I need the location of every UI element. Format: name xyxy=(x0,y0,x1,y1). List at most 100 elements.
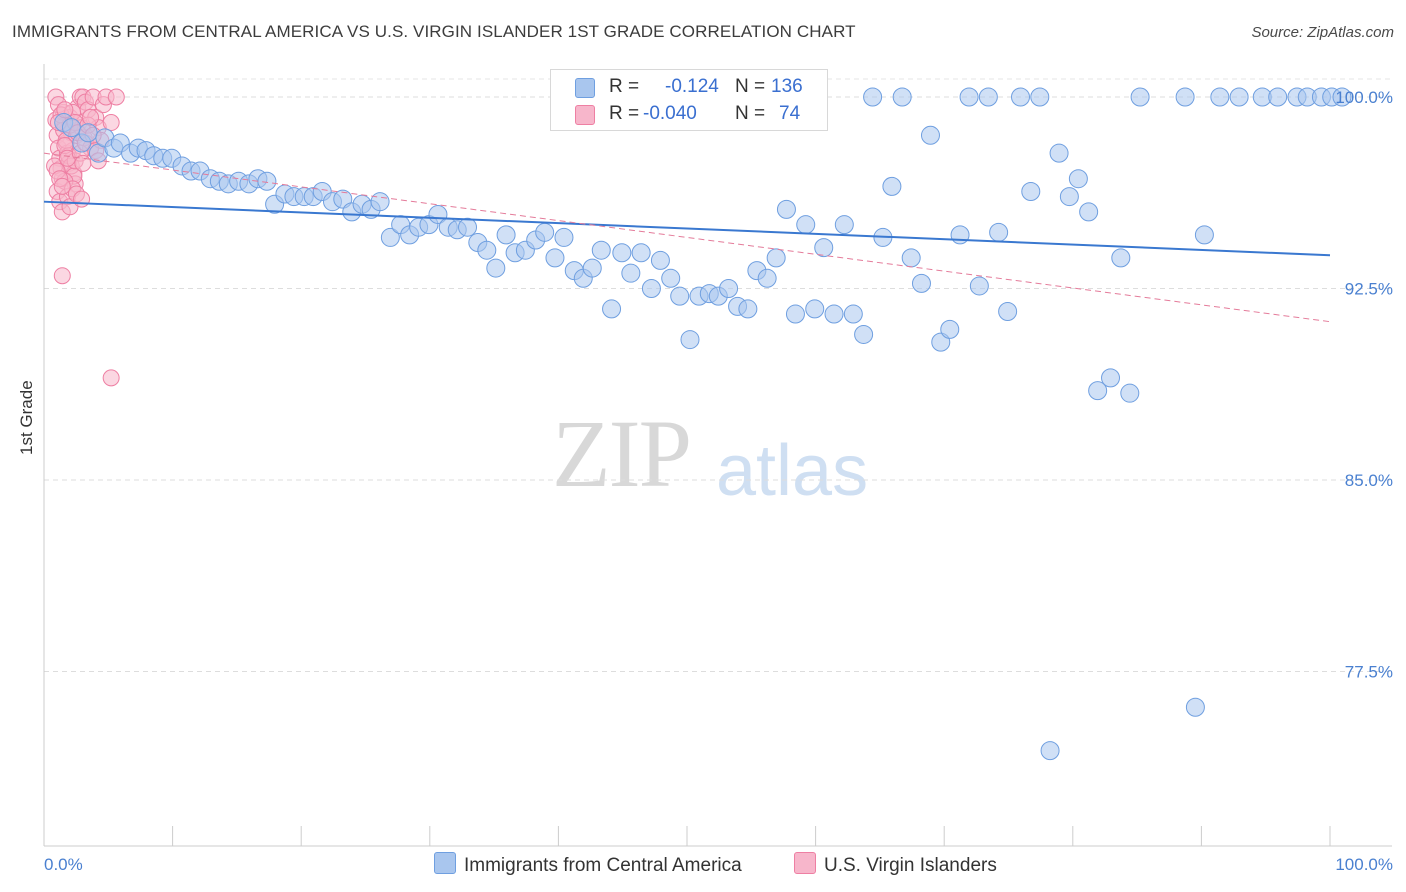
blue-point xyxy=(911,273,931,293)
blue-point xyxy=(901,248,921,268)
blue-point xyxy=(1049,143,1069,163)
bottom-legend-label-pink: U.S. Virgin Islanders xyxy=(824,855,997,876)
blue-point xyxy=(776,199,796,219)
blue-point xyxy=(370,192,390,212)
blue-point xyxy=(458,217,478,237)
watermark-zip: ZIP xyxy=(552,400,692,507)
chart-title: IMMIGRANTS FROM CENTRAL AMERICA VS U.S. … xyxy=(12,22,856,41)
blue-point xyxy=(1130,87,1150,107)
blue-point xyxy=(1011,87,1030,107)
blue-point xyxy=(796,215,816,235)
blue-point xyxy=(554,227,574,247)
y-tick-label: 77.5% xyxy=(1345,663,1393,682)
blue-point xyxy=(496,225,516,245)
pink-point xyxy=(102,114,120,132)
y-tick-label: 85.0% xyxy=(1345,471,1393,490)
blue-point xyxy=(882,176,902,196)
blue-point xyxy=(1059,187,1079,207)
legend-n-label: N = xyxy=(735,103,766,124)
legend-swatch-pink xyxy=(575,105,595,125)
bottom-legend-swatch-pink xyxy=(794,852,816,874)
blue-point xyxy=(978,87,998,107)
blue-point xyxy=(486,258,506,278)
blue-point xyxy=(1040,741,1060,761)
legend-r-value: -0.124 xyxy=(665,76,719,97)
blue-point xyxy=(1268,87,1288,107)
legend-r-label: R = xyxy=(609,103,640,124)
blue-point xyxy=(1101,368,1121,388)
blue-point xyxy=(738,299,758,319)
trend-line-blue xyxy=(43,200,1331,257)
blue-point xyxy=(670,286,690,306)
trend-lines xyxy=(43,152,1331,323)
series-blue-points xyxy=(54,87,1352,761)
blue-point xyxy=(680,330,700,350)
pink-point xyxy=(102,369,120,387)
blue-point xyxy=(950,225,970,245)
blue-point xyxy=(1111,248,1131,268)
legend-row-blue: R = -0.124 N = 136 xyxy=(551,74,827,100)
bottom-legend-label-blue: Immigrants from Central America xyxy=(464,855,742,876)
pink-point xyxy=(73,190,91,208)
blue-point xyxy=(1332,87,1352,107)
pink-point xyxy=(53,267,71,285)
grid-lines xyxy=(44,78,1392,672)
blue-point xyxy=(591,240,611,260)
blue-point xyxy=(602,299,622,319)
blue-point xyxy=(380,227,400,247)
blue-point xyxy=(61,118,81,138)
blue-point xyxy=(1079,202,1099,222)
legend-n-value: 136 xyxy=(771,76,803,97)
blue-point xyxy=(719,279,739,298)
blue-point xyxy=(1229,87,1249,107)
blue-point xyxy=(661,268,681,288)
legend-n-label: N = xyxy=(735,76,766,97)
pink-point xyxy=(82,108,100,126)
blue-point xyxy=(1120,383,1140,403)
blue-point xyxy=(1030,87,1050,107)
blue-point xyxy=(959,87,979,107)
blue-point xyxy=(834,215,854,235)
watermark-atlas: atlas xyxy=(716,431,869,511)
blue-point xyxy=(1175,87,1195,107)
y-tick-label: 92.5% xyxy=(1345,280,1393,299)
blue-point xyxy=(854,324,874,344)
blue-point xyxy=(920,125,940,145)
blue-point xyxy=(766,248,786,268)
blue-point xyxy=(612,243,632,263)
blue-point xyxy=(1210,87,1230,107)
blue-point xyxy=(1088,381,1108,401)
blue-point xyxy=(650,250,670,270)
blue-point xyxy=(1185,697,1205,717)
blue-point xyxy=(824,304,844,324)
bottom-legend-swatch-blue xyxy=(434,852,456,874)
blue-point xyxy=(78,123,98,143)
blue-point xyxy=(582,258,602,278)
blue-point xyxy=(757,268,777,288)
correlation-legend: R = -0.124 N = 136 R = -0.040 N = 74 xyxy=(550,69,828,131)
blue-point xyxy=(785,304,805,324)
legend-row-pink: R = -0.040 N = 74 xyxy=(551,101,827,127)
legend-r-label: R = xyxy=(609,76,640,97)
pink-point xyxy=(53,177,71,195)
blue-point xyxy=(814,238,834,258)
blue-point xyxy=(892,87,912,107)
blue-point xyxy=(998,301,1018,321)
blue-point xyxy=(940,319,960,339)
blue-point xyxy=(545,248,565,268)
blue-point xyxy=(805,299,825,319)
blue-point xyxy=(969,276,989,296)
pink-point xyxy=(107,88,125,106)
blue-point xyxy=(535,222,555,242)
bottom-legend-pink: U.S. Virgin Islanders xyxy=(794,852,997,877)
legend-n-value: 74 xyxy=(779,103,801,124)
trend-line-pink xyxy=(43,152,1331,323)
source-label: Source: ZipAtlas.com xyxy=(1251,24,1394,41)
x-tick-label: 100.0% xyxy=(1335,855,1393,874)
blue-point xyxy=(843,304,863,324)
blue-point xyxy=(477,240,497,260)
blue-point xyxy=(1021,181,1041,201)
bottom-legend-blue: Immigrants from Central America xyxy=(434,852,742,877)
legend-r-value: -0.040 xyxy=(643,103,697,124)
tick-labels: 100.0% 92.5% 85.0% 77.5% 0.0% 100.0% xyxy=(44,88,1393,874)
